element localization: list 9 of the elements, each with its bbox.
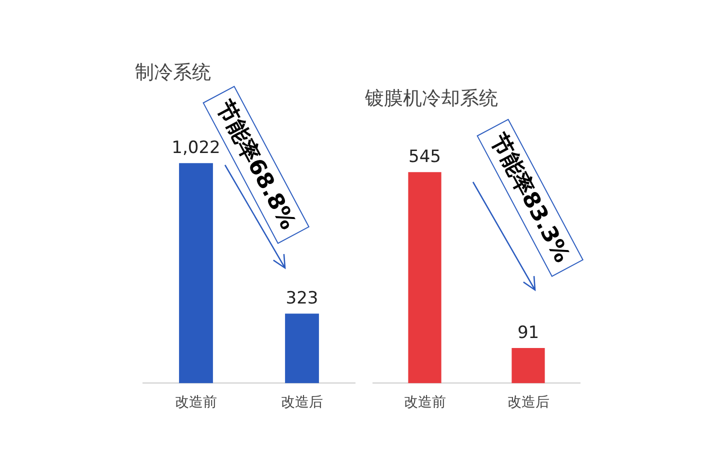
data-label: 323 (286, 288, 318, 309)
x-tick-label: 改造后 (281, 393, 323, 410)
chart-title: 制冷系统 (135, 61, 211, 84)
x-tick-label: 改造前 (175, 393, 217, 410)
x-tick-label: 改造前 (404, 393, 446, 410)
chart-title: 镀膜机冷却系统 (364, 87, 498, 110)
data-label: 91 (517, 322, 540, 343)
data-label: 545 (408, 147, 441, 168)
x-tick-label: 改造后 (507, 393, 550, 410)
